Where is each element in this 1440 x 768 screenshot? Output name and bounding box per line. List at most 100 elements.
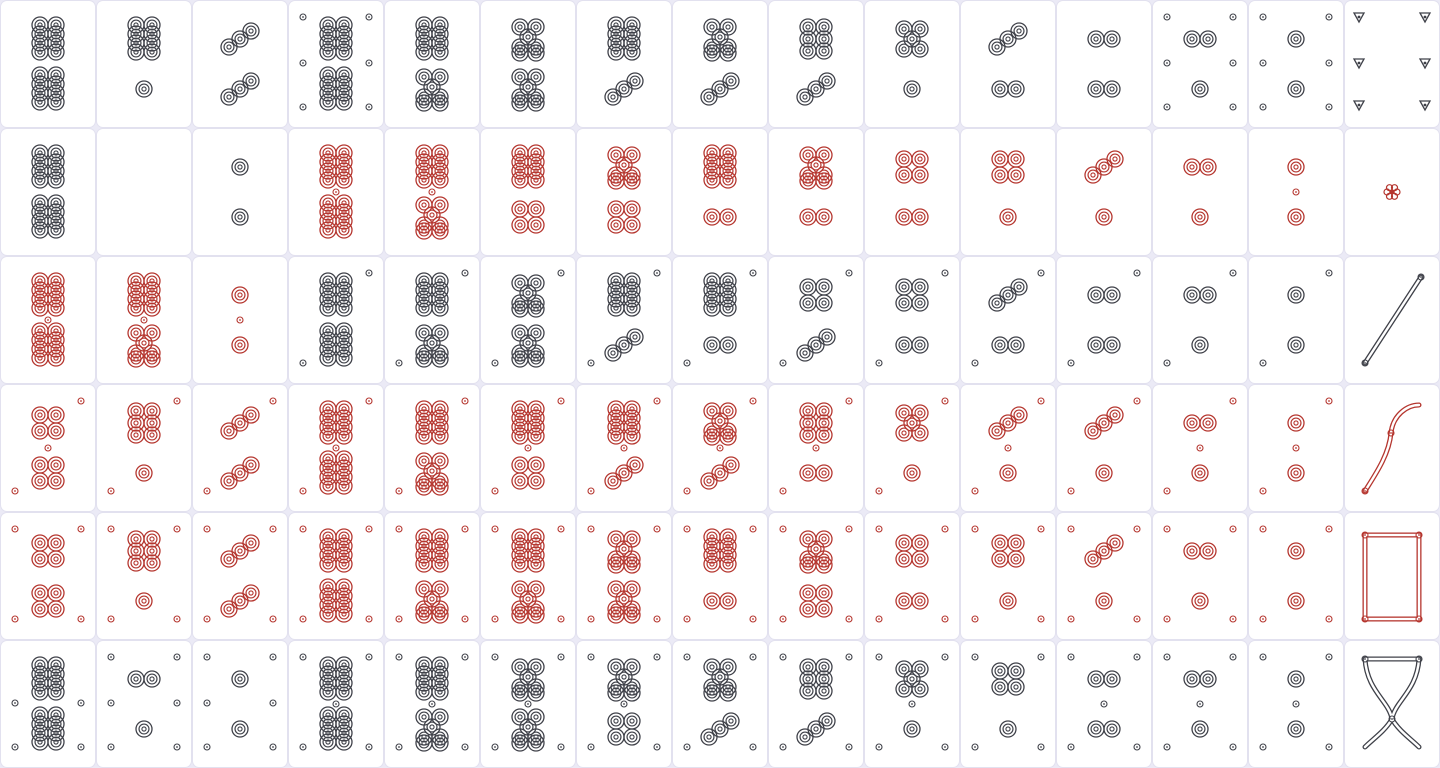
game-tile[interactable] bbox=[1, 641, 95, 767]
game-tile[interactable] bbox=[193, 1, 287, 127]
game-tile[interactable] bbox=[1057, 513, 1151, 639]
game-tile[interactable] bbox=[193, 129, 287, 255]
game-tile[interactable] bbox=[97, 513, 191, 639]
game-tile[interactable] bbox=[1345, 385, 1439, 511]
game-tile[interactable] bbox=[1057, 129, 1151, 255]
game-tile[interactable] bbox=[577, 129, 671, 255]
game-tile[interactable] bbox=[769, 257, 863, 383]
game-tile[interactable] bbox=[385, 257, 479, 383]
game-tile[interactable] bbox=[385, 513, 479, 639]
game-tile[interactable] bbox=[961, 129, 1055, 255]
game-tile[interactable] bbox=[1345, 129, 1439, 255]
game-tile[interactable] bbox=[673, 513, 767, 639]
game-tile[interactable] bbox=[1057, 1, 1151, 127]
game-tile[interactable] bbox=[865, 641, 959, 767]
game-tile[interactable] bbox=[961, 513, 1055, 639]
game-tile[interactable] bbox=[97, 1, 191, 127]
game-tile[interactable] bbox=[1345, 1, 1439, 127]
game-tile[interactable] bbox=[769, 129, 863, 255]
corner-dot-icon bbox=[1325, 269, 1333, 277]
game-tile[interactable] bbox=[1153, 385, 1247, 511]
game-tile[interactable] bbox=[1057, 641, 1151, 767]
game-tile[interactable] bbox=[385, 385, 479, 511]
game-tile[interactable] bbox=[865, 257, 959, 383]
game-tile[interactable] bbox=[481, 513, 575, 639]
game-tile[interactable] bbox=[1249, 129, 1343, 255]
game-tile[interactable] bbox=[577, 641, 671, 767]
game-tile[interactable] bbox=[481, 385, 575, 511]
pip-icon bbox=[719, 299, 737, 317]
pip-icon bbox=[703, 171, 721, 189]
center-dot-icon bbox=[1292, 700, 1300, 708]
game-tile[interactable] bbox=[865, 513, 959, 639]
game-tile[interactable] bbox=[769, 641, 863, 767]
game-tile[interactable] bbox=[289, 641, 383, 767]
game-tile[interactable] bbox=[961, 257, 1055, 383]
game-tile[interactable] bbox=[193, 641, 287, 767]
game-tile[interactable] bbox=[289, 129, 383, 255]
game-tile[interactable] bbox=[1153, 257, 1247, 383]
game-tile[interactable] bbox=[1345, 513, 1439, 639]
game-tile[interactable] bbox=[481, 257, 575, 383]
game-tile[interactable] bbox=[769, 385, 863, 511]
game-tile[interactable] bbox=[1249, 385, 1343, 511]
game-tile[interactable] bbox=[769, 1, 863, 127]
game-tile[interactable] bbox=[673, 129, 767, 255]
game-tile[interactable] bbox=[193, 513, 287, 639]
game-tile[interactable] bbox=[1, 385, 95, 511]
game-tile[interactable] bbox=[673, 385, 767, 511]
game-tile[interactable] bbox=[577, 257, 671, 383]
game-tile[interactable] bbox=[1153, 641, 1247, 767]
game-tile[interactable] bbox=[769, 513, 863, 639]
pip-icon bbox=[335, 706, 353, 724]
game-tile[interactable] bbox=[481, 641, 575, 767]
game-tile[interactable] bbox=[577, 1, 671, 127]
game-tile[interactable] bbox=[1345, 641, 1439, 767]
game-tile[interactable] bbox=[1249, 1, 1343, 127]
game-tile[interactable] bbox=[385, 129, 479, 255]
game-tile[interactable] bbox=[1153, 1, 1247, 127]
game-tile[interactable] bbox=[1, 129, 95, 255]
pip-icon bbox=[711, 464, 729, 482]
game-tile[interactable] bbox=[1, 513, 95, 639]
game-tile[interactable] bbox=[1057, 385, 1151, 511]
game-tile[interactable] bbox=[577, 385, 671, 511]
pip-icon bbox=[988, 422, 1006, 440]
game-tile[interactable] bbox=[97, 385, 191, 511]
game-tile[interactable] bbox=[385, 641, 479, 767]
game-tile[interactable] bbox=[1, 257, 95, 383]
pip-icon bbox=[415, 290, 433, 308]
game-tile[interactable] bbox=[1249, 641, 1343, 767]
pip-icon bbox=[231, 720, 249, 738]
game-tile[interactable] bbox=[97, 257, 191, 383]
game-tile[interactable] bbox=[193, 257, 287, 383]
game-tile[interactable] bbox=[289, 1, 383, 127]
game-tile[interactable] bbox=[673, 1, 767, 127]
game-tile[interactable] bbox=[481, 129, 575, 255]
game-tile[interactable] bbox=[289, 513, 383, 639]
game-tile[interactable] bbox=[289, 385, 383, 511]
game-tile[interactable] bbox=[97, 129, 191, 255]
game-tile[interactable] bbox=[481, 1, 575, 127]
game-tile[interactable] bbox=[1249, 513, 1343, 639]
game-tile[interactable] bbox=[961, 385, 1055, 511]
game-tile[interactable] bbox=[673, 257, 767, 383]
game-tile[interactable] bbox=[1345, 257, 1439, 383]
game-tile[interactable] bbox=[1153, 513, 1247, 639]
game-tile[interactable] bbox=[193, 385, 287, 511]
game-tile[interactable] bbox=[1057, 257, 1151, 383]
game-tile[interactable] bbox=[961, 1, 1055, 127]
game-tile[interactable] bbox=[865, 1, 959, 127]
game-tile[interactable] bbox=[865, 129, 959, 255]
game-tile[interactable] bbox=[1249, 257, 1343, 383]
game-tile[interactable] bbox=[1153, 129, 1247, 255]
game-tile[interactable] bbox=[577, 513, 671, 639]
game-tile[interactable] bbox=[673, 641, 767, 767]
game-tile[interactable] bbox=[961, 641, 1055, 767]
corner-dot-icon bbox=[1325, 103, 1333, 111]
game-tile[interactable] bbox=[385, 1, 479, 127]
game-tile[interactable] bbox=[97, 641, 191, 767]
game-tile[interactable] bbox=[865, 385, 959, 511]
game-tile[interactable] bbox=[289, 257, 383, 383]
game-tile[interactable] bbox=[1, 1, 95, 127]
